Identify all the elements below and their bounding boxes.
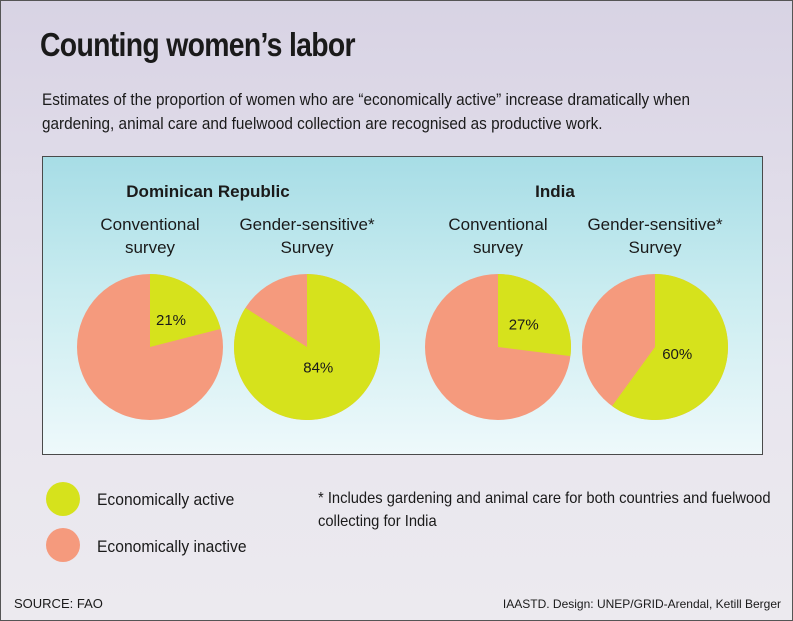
pie-charts: Dominican Republic Conventional survey 21% G…	[43, 157, 762, 454]
pie-slice-active	[498, 274, 571, 356]
pct-label: 84%	[303, 359, 333, 376]
legend-swatch-inactive	[46, 528, 80, 562]
legend-label-inactive: Economically inactive	[97, 537, 247, 557]
pct-label: 27%	[509, 316, 539, 333]
survey-label-line1: Gender-sensitive*	[587, 215, 723, 234]
footnote: * Includes gardening and animal care for…	[318, 487, 778, 533]
subtitle: Estimates of the proportion of women who…	[42, 88, 744, 136]
survey-label-line2: Survey	[281, 238, 334, 257]
design-credit: IAASTD. Design: UNEP/GRID-Arendal, Ketil…	[503, 597, 781, 611]
survey-label-line2: survey	[125, 238, 176, 257]
pct-label: 60%	[662, 346, 692, 363]
survey-label-line2: survey	[473, 238, 524, 257]
source-label: SOURCE: FAO	[14, 596, 103, 611]
survey-label-line2: Survey	[629, 238, 682, 257]
chart-panel: Dominican Republic Conventional survey 21% G…	[42, 156, 763, 455]
survey-label-line1: Conventional	[448, 215, 547, 234]
country-title-1: Dominican Republic	[126, 182, 289, 201]
legend-swatch-active	[46, 482, 80, 516]
pct-label: 21%	[156, 312, 186, 329]
legend-label-active: Economically active	[97, 490, 234, 510]
page-title: Counting women’s labor	[40, 26, 355, 64]
survey-label-line1: Gender-sensitive*	[239, 215, 375, 234]
survey-label-line1: Conventional	[100, 215, 199, 234]
country-title-2: India	[535, 182, 575, 201]
